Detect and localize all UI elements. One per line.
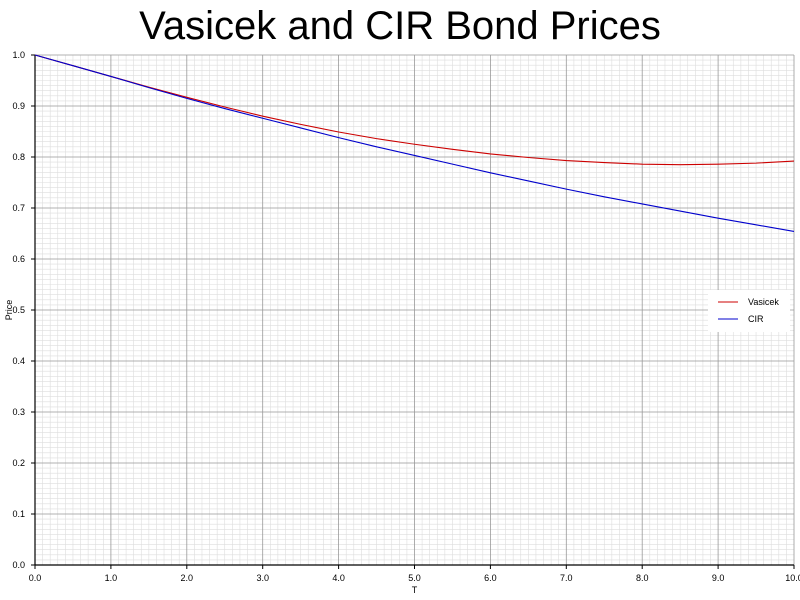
y-tick-label: 0.1: [12, 509, 25, 519]
legend-box: [708, 290, 790, 332]
x-axis-label: T: [412, 585, 418, 595]
tick-labels: 0.0 1.0 2.0 3.0 4.0 5.0 6.0 7.0 8.0 9.0 10.0 0.0 0.1…: [12, 50, 800, 583]
axes: [31, 54, 795, 569]
y-tick-label: 0.9: [12, 101, 25, 111]
x-tick-label: 10.0: [785, 573, 800, 583]
x-tick-label: 9.0: [712, 573, 725, 583]
y-tick-label: 0.6: [12, 254, 25, 264]
x-tick-label: 0.0: [29, 573, 42, 583]
x-tick-label: 4.0: [332, 573, 345, 583]
y-tick-label: 0.8: [12, 152, 25, 162]
y-tick-label: 0.2: [12, 458, 25, 468]
y-tick-label: 0.3: [12, 407, 25, 417]
x-tick-label: 3.0: [256, 573, 269, 583]
x-tick-label: 5.0: [408, 573, 421, 583]
y-tick-label: 0.0: [12, 560, 25, 570]
legend: Vasicek CIR: [708, 290, 790, 332]
x-tick-label: 1.0: [105, 573, 118, 583]
x-tick-label: 7.0: [560, 573, 573, 583]
y-tick-label: 1.0: [12, 50, 25, 60]
x-tick-label: 8.0: [636, 573, 649, 583]
legend-label-cir: CIR: [748, 314, 764, 324]
y-axis-label: Price: [4, 300, 14, 321]
chart-title: Vasicek and CIR Bond Prices: [139, 4, 661, 48]
x-tick-label: 6.0: [484, 573, 497, 583]
legend-label-vasicek: Vasicek: [748, 297, 779, 307]
y-tick-label: 0.5: [12, 305, 25, 315]
y-tick-label: 0.7: [12, 203, 25, 213]
series-line-cir: [34, 54, 795, 233]
x-tick-label: 2.0: [181, 573, 194, 583]
series-line-vasicek: [34, 54, 795, 166]
y-tick-label: 0.4: [12, 356, 25, 366]
series-lines: [34, 54, 795, 233]
